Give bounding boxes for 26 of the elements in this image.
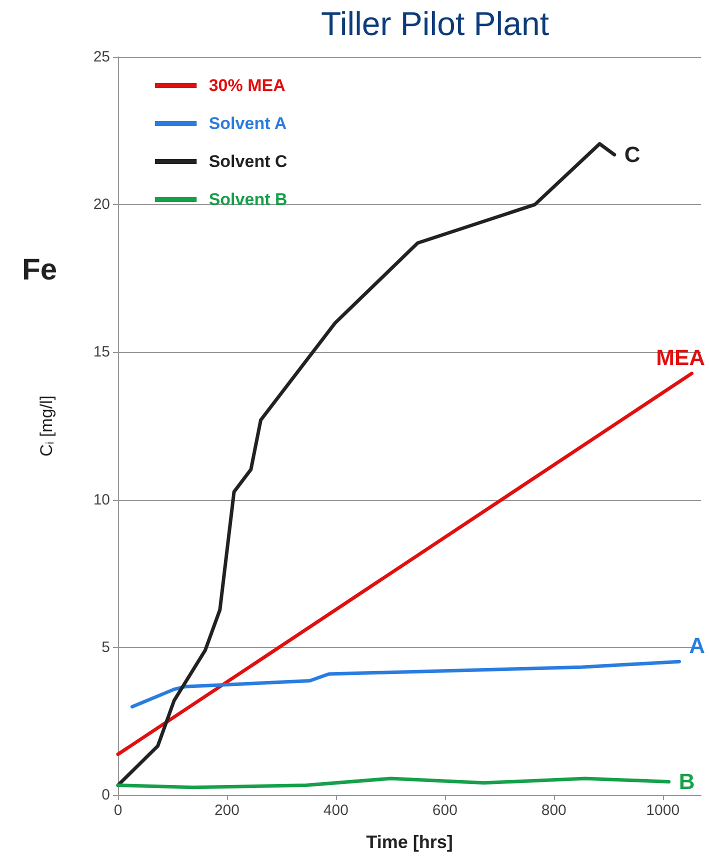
- x-tick-label: 1000: [646, 802, 680, 819]
- text: Fe: [22, 254, 58, 286]
- annotation: B: [678, 769, 695, 794]
- x-axis-title: Time [hrs]: [366, 832, 453, 852]
- y-tick-label: 10: [93, 491, 110, 508]
- y-tick-label: 0: [102, 786, 110, 804]
- x-tick-label: 0: [114, 802, 122, 819]
- legend-label: Solvent C: [208, 152, 288, 171]
- line-series: [130, 660, 681, 708]
- annotation: C: [624, 142, 640, 168]
- y-tick-label: 15: [93, 344, 110, 361]
- x-tick-label: 800: [541, 802, 566, 819]
- y-tick-label: 5: [102, 638, 110, 656]
- annotation: A: [689, 633, 706, 658]
- y-tick-label: 25: [93, 48, 110, 66]
- legend-label: Solvent B: [208, 190, 288, 209]
- line-series: [116, 776, 671, 790]
- legend-label: Solvent A: [208, 114, 287, 133]
- x-tick-label: 400: [323, 802, 348, 819]
- chart-title: Tiller Pilot Plant: [320, 5, 550, 42]
- legend-label: 30% MEA: [208, 76, 286, 95]
- annotation: MEA: [656, 344, 706, 370]
- y-tick-label: 20: [93, 196, 110, 214]
- y-axis-title: Ci [mg/l]: [37, 395, 56, 457]
- x-tick-label: 600: [432, 802, 458, 819]
- x-tick-label: 200: [214, 802, 240, 819]
